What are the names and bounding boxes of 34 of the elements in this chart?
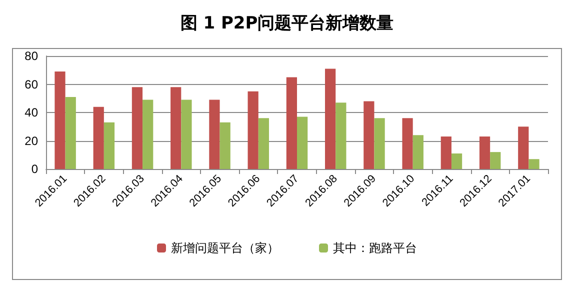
bar <box>209 100 220 169</box>
bar <box>181 100 192 169</box>
y-tick-label: 40 <box>24 106 38 120</box>
bar <box>402 118 413 169</box>
bar <box>65 96 76 169</box>
legend-label: 新增问题平台（家） <box>171 241 279 255</box>
bar <box>324 68 336 169</box>
bar <box>440 136 452 169</box>
bar <box>258 118 270 169</box>
chart-title: 图 1 P2P问题平台新增数量 <box>180 14 394 34</box>
y-tick-label: 0 <box>31 162 38 176</box>
bar <box>528 159 540 169</box>
bar <box>451 153 462 169</box>
bar <box>248 91 258 169</box>
bar <box>336 102 346 169</box>
bar <box>132 87 143 169</box>
bar <box>93 106 104 169</box>
bar <box>104 122 115 169</box>
bar <box>170 87 182 169</box>
bar <box>412 135 424 169</box>
bar <box>54 72 66 169</box>
bar <box>220 122 230 169</box>
bar <box>297 116 308 169</box>
bar <box>142 100 154 169</box>
bar <box>286 77 297 169</box>
bar <box>490 152 501 169</box>
legend-label: 其中：跑路平台 <box>333 241 417 255</box>
bar <box>518 126 529 169</box>
y-tick-label: 60 <box>24 77 38 92</box>
bar <box>364 101 374 169</box>
bar <box>374 118 385 169</box>
bar <box>479 136 490 169</box>
y-tick-label: 20 <box>24 134 38 148</box>
y-tick-label: 80 <box>24 49 38 63</box>
